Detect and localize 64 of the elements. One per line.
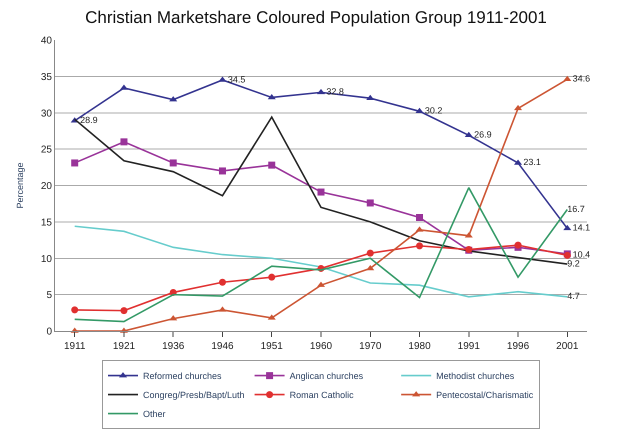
data-label: 34.5: [228, 74, 246, 84]
legend-label: Reformed churches: [143, 371, 222, 382]
line-series: [74, 225, 568, 298]
x-tick-label: 1946: [211, 341, 234, 352]
data-label: 34.6: [572, 74, 590, 84]
y-tick-label: 15: [40, 217, 52, 228]
x-tick-label: 1951: [260, 341, 284, 352]
x-tick-label: 1911: [64, 341, 86, 352]
point: [563, 76, 572, 82]
point: [416, 214, 424, 222]
point: [120, 138, 128, 146]
point: [71, 159, 78, 166]
line-series: [74, 186, 568, 322]
point: [218, 167, 226, 174]
point: [268, 94, 276, 100]
y-tick-label: 25: [40, 144, 52, 156]
point: [366, 250, 374, 257]
y-axis-title: Percentage: [15, 162, 26, 209]
point: [318, 188, 324, 196]
legend-label: Roman Catholic: [290, 390, 354, 400]
point: [416, 242, 424, 250]
data-label: 9.2: [567, 258, 580, 268]
legend-label: Anglican churches: [290, 371, 364, 382]
y-tick-label: 5: [46, 290, 52, 302]
x-tick-label: 1991: [458, 341, 480, 352]
point: [268, 314, 276, 320]
x-tick-label: 1970: [359, 341, 382, 352]
data-label: 30.2: [424, 106, 442, 116]
legend-label: Other: [143, 409, 166, 420]
point: [71, 306, 78, 314]
point: [366, 264, 374, 270]
x-tick-label: 1980: [408, 341, 432, 352]
point: [514, 159, 522, 165]
data-label: 16.7: [567, 204, 585, 214]
legend-label: Methodist churches: [436, 371, 515, 382]
y-tick-label: 20: [40, 181, 52, 192]
point: [563, 224, 572, 230]
point: [170, 159, 177, 166]
x-tick-label: 1936: [162, 341, 185, 352]
point: [218, 278, 226, 286]
y-tick-label: 0: [46, 326, 52, 338]
data-label: 28.9: [80, 115, 98, 125]
y-tick-label: 35: [40, 72, 52, 83]
legend-label: Pentecostal/Charismatic: [436, 390, 534, 400]
x-tick-label: 1960: [310, 341, 333, 352]
point: [268, 162, 276, 169]
data-label: 10.4: [572, 250, 590, 260]
data-label: 23.1: [523, 157, 541, 168]
x-tick-label: 2001: [556, 341, 579, 352]
point: [120, 307, 128, 314]
point: [514, 104, 522, 110]
data-label: 14.1: [572, 222, 590, 233]
x-tick-label: 1996: [506, 341, 530, 352]
data-label: 26.9: [474, 130, 492, 140]
point: [268, 274, 276, 281]
chart-title: Christian Marketshare Coloured Population Group 1911-2001: [85, 8, 547, 27]
point: [464, 132, 473, 138]
data-label: 4.7: [567, 291, 580, 302]
legend-label: Congreg/Presb/Bapt/Luth: [143, 390, 245, 400]
y-tick-label: 10: [40, 254, 52, 265]
y-tick-label: 30: [40, 108, 52, 120]
x-tick-label: 1921: [112, 341, 136, 352]
y-tick-label: 40: [40, 36, 52, 46]
point: [366, 199, 374, 206]
